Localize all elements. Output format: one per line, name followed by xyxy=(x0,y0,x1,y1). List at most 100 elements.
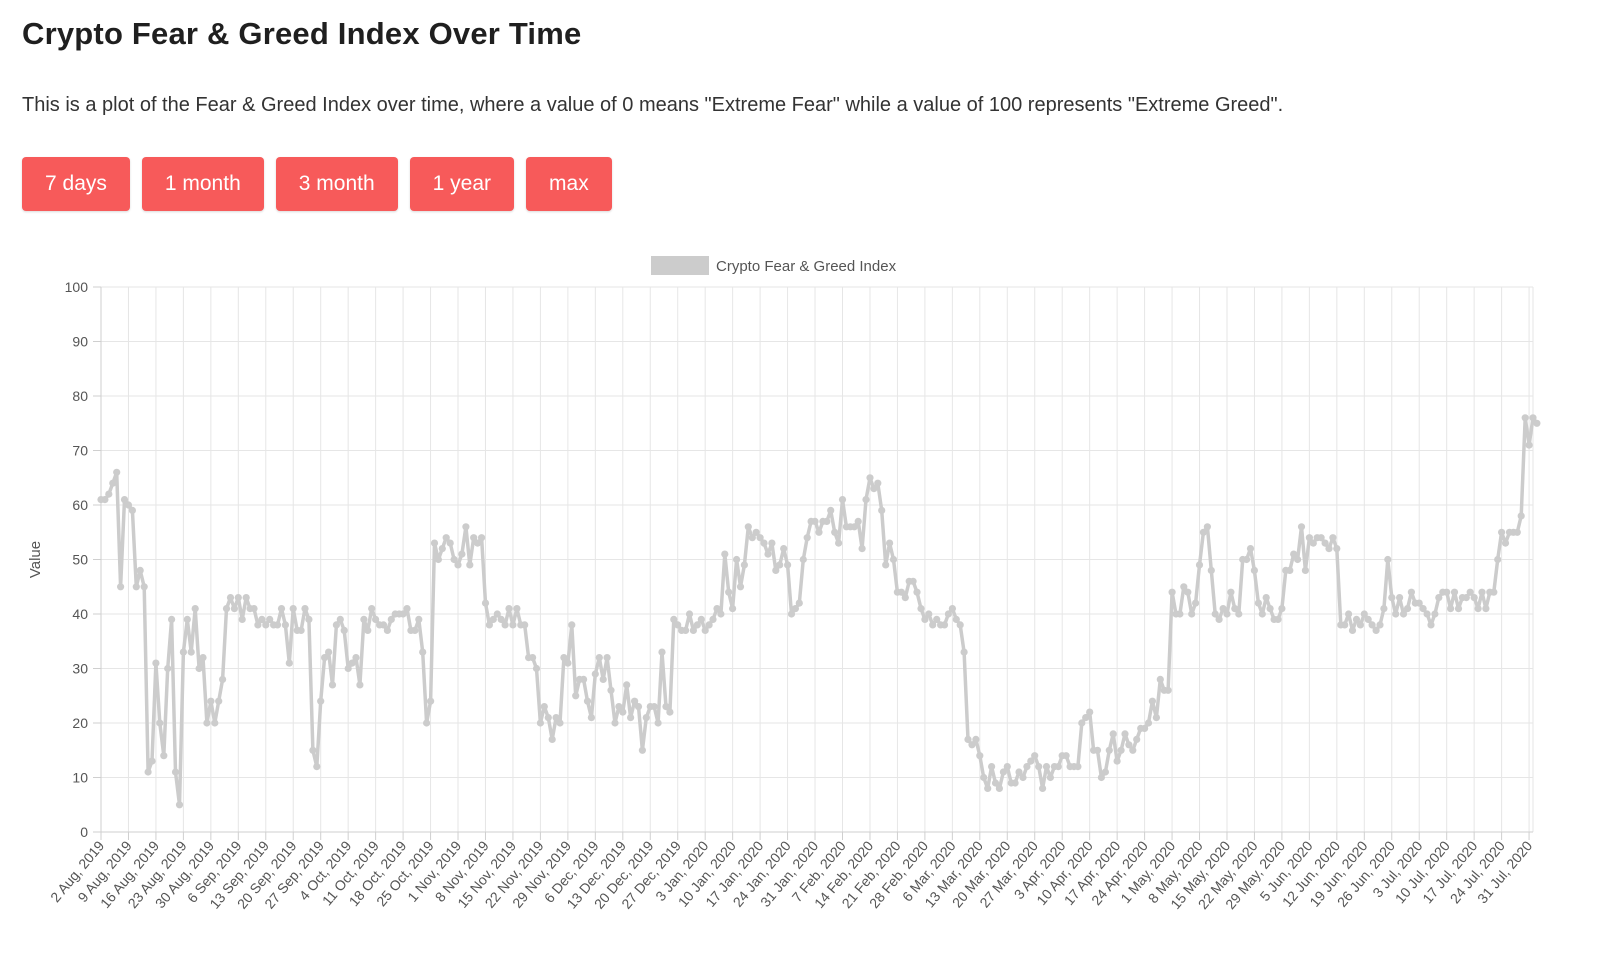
data-point[interactable] xyxy=(925,610,933,618)
data-point[interactable] xyxy=(234,594,242,602)
data-point[interactable] xyxy=(1498,528,1506,536)
data-point[interactable] xyxy=(1317,534,1325,542)
data-point[interactable] xyxy=(478,534,486,542)
data-point[interactable] xyxy=(811,517,819,525)
data-point[interactable] xyxy=(438,545,446,553)
data-point[interactable] xyxy=(1321,539,1329,547)
data-point[interactable] xyxy=(948,605,957,613)
data-point[interactable] xyxy=(697,615,705,623)
data-point[interactable] xyxy=(411,626,419,634)
data-point[interactable] xyxy=(1011,779,1019,787)
data-point[interactable] xyxy=(862,496,870,504)
data-point[interactable] xyxy=(1121,730,1129,738)
data-point[interactable] xyxy=(689,626,698,634)
data-point[interactable] xyxy=(952,615,960,623)
data-point[interactable] xyxy=(321,654,329,662)
data-point[interactable] xyxy=(297,626,305,634)
data-point[interactable] xyxy=(1031,752,1039,760)
data-point[interactable] xyxy=(289,605,297,613)
data-point[interactable] xyxy=(666,708,674,716)
data-point[interactable] xyxy=(1180,583,1188,591)
data-point[interactable] xyxy=(780,545,788,553)
data-point[interactable] xyxy=(736,583,745,591)
data-point[interactable] xyxy=(1148,697,1156,705)
data-point[interactable] xyxy=(301,605,309,613)
data-point[interactable] xyxy=(1419,605,1427,613)
data-point[interactable] xyxy=(1184,588,1192,596)
data-point[interactable] xyxy=(889,555,898,564)
data-point[interactable] xyxy=(768,539,776,547)
data-point[interactable] xyxy=(132,583,140,591)
data-point[interactable] xyxy=(242,594,250,602)
data-point[interactable] xyxy=(1274,615,1282,623)
data-point[interactable] xyxy=(1388,594,1396,602)
data-point[interactable] xyxy=(603,654,611,662)
data-point[interactable] xyxy=(835,539,843,547)
data-point[interactable] xyxy=(1199,528,1207,536)
data-point[interactable] xyxy=(352,654,360,662)
data-point[interactable] xyxy=(1309,539,1317,547)
data-point[interactable] xyxy=(536,719,545,727)
data-point[interactable] xyxy=(281,621,289,629)
data-point[interactable] xyxy=(1376,621,1384,629)
data-point[interactable] xyxy=(1462,594,1470,602)
data-point[interactable] xyxy=(325,648,333,656)
data-point[interactable] xyxy=(1392,610,1400,618)
data-point[interactable] xyxy=(560,654,568,662)
data-point[interactable] xyxy=(650,703,658,711)
data-point[interactable] xyxy=(1427,621,1435,629)
data-point[interactable] xyxy=(203,719,211,727)
data-point[interactable] xyxy=(1093,746,1102,754)
data-point[interactable] xyxy=(513,605,521,613)
data-point[interactable] xyxy=(1521,414,1529,422)
data-point[interactable] xyxy=(211,719,219,727)
data-point[interactable] xyxy=(1129,746,1137,754)
data-point[interactable] xyxy=(344,664,352,673)
data-point[interactable] xyxy=(823,517,831,525)
data-point[interactable] xyxy=(113,468,121,476)
data-point[interactable] xyxy=(1474,605,1482,613)
data-point[interactable] xyxy=(897,588,906,596)
data-point[interactable] xyxy=(1301,566,1309,574)
data-point[interactable] xyxy=(532,664,541,673)
data-point[interactable] xyxy=(552,714,560,722)
data-point[interactable] xyxy=(1243,555,1251,564)
data-point[interactable] xyxy=(1156,675,1164,683)
data-point[interactable] xyxy=(1250,566,1258,574)
data-point[interactable] xyxy=(623,681,631,689)
data-point[interactable] xyxy=(717,610,725,618)
data-point[interactable] xyxy=(285,659,293,667)
data-point[interactable] xyxy=(1494,555,1502,564)
data-point[interactable] xyxy=(1450,588,1459,596)
data-point[interactable] xyxy=(258,615,266,623)
data-point[interactable] xyxy=(784,561,792,569)
data-point[interactable] xyxy=(148,757,156,765)
data-point[interactable] xyxy=(120,496,129,504)
data-point[interactable] xyxy=(403,605,411,613)
data-point[interactable] xyxy=(164,664,172,673)
data-point[interactable] xyxy=(1003,763,1011,771)
data-point[interactable] xyxy=(458,550,466,558)
range-max-button[interactable]: max xyxy=(526,157,612,211)
data-point[interactable] xyxy=(1525,441,1533,449)
data-point[interactable] xyxy=(474,539,482,547)
data-point[interactable] xyxy=(1035,763,1043,771)
data-point[interactable] xyxy=(1352,615,1361,623)
data-point[interactable] xyxy=(419,648,427,656)
data-point[interactable] xyxy=(1227,588,1235,596)
data-point[interactable] xyxy=(1454,605,1463,613)
data-point[interactable] xyxy=(128,506,136,514)
data-point[interactable] xyxy=(568,621,576,629)
data-point[interactable] xyxy=(815,528,823,536)
data-point[interactable] xyxy=(250,605,258,613)
data-point[interactable] xyxy=(1207,566,1215,574)
range-7-days-button[interactable]: 7 days xyxy=(22,157,130,211)
data-point[interactable] xyxy=(207,697,215,705)
data-point[interactable] xyxy=(450,555,458,564)
data-point[interactable] xyxy=(105,490,113,498)
data-point[interactable] xyxy=(509,621,517,629)
data-point[interactable] xyxy=(505,605,513,613)
data-point[interactable] xyxy=(940,621,949,629)
data-point[interactable] xyxy=(933,615,941,623)
